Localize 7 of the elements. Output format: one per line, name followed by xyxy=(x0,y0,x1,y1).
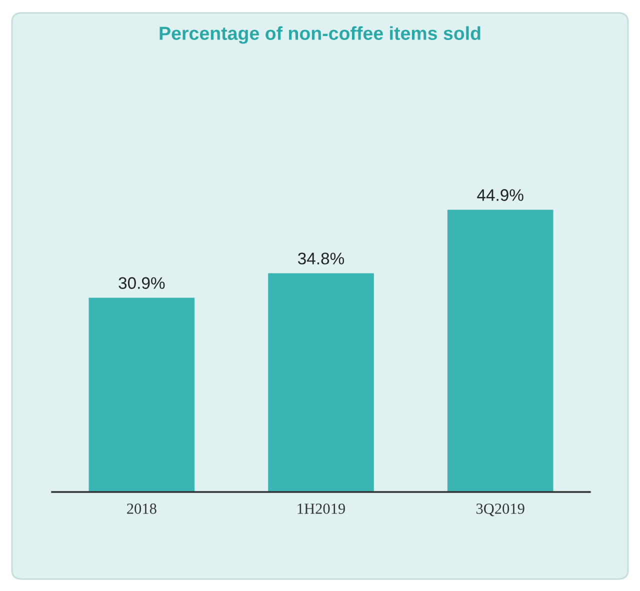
x-tick-label: 2018 xyxy=(127,504,156,514)
chart-title: Percentage of non-coffee items sold xyxy=(160,26,480,44)
x-tick-label: 1H2019 xyxy=(298,504,345,514)
data-label: 34.8% xyxy=(298,252,344,264)
data-label: 30.9% xyxy=(118,277,165,289)
x-tick-label: 3Q2019 xyxy=(476,504,524,516)
data-label: 44.9% xyxy=(477,189,524,201)
